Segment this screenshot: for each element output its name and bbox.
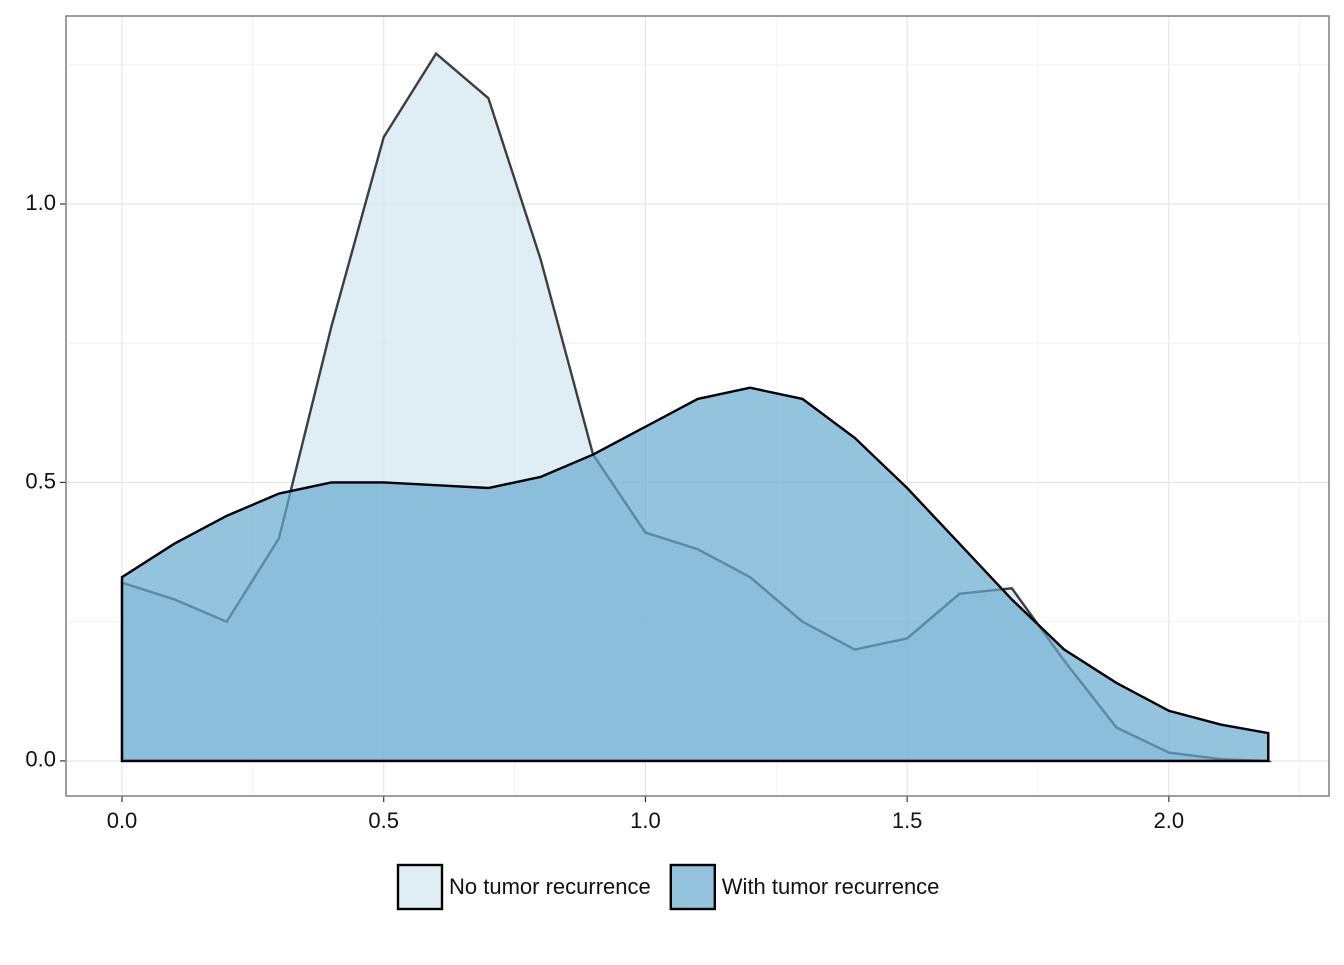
legend-label: No tumor recurrence — [449, 874, 651, 899]
x-tick-label: 1.0 — [630, 808, 661, 833]
x-tick-label: 1.5 — [892, 808, 923, 833]
x-tick-label: 2.0 — [1154, 808, 1185, 833]
plot-border — [65, 15, 1330, 797]
area-fill — [122, 387, 1269, 761]
legend-key — [396, 863, 444, 911]
legend-key — [669, 863, 716, 911]
legend-item: No tumor recurrence — [396, 863, 651, 911]
area-outline — [120, 386, 1270, 763]
y-tick-label: 0.0 — [25, 747, 56, 772]
legend-label: With tumor recurrence — [722, 874, 940, 899]
y-tick-label: 0.5 — [25, 468, 56, 493]
y-tick-label: 1.0 — [25, 190, 56, 215]
legend-item: With tumor recurrence — [669, 863, 940, 911]
x-tick-label: 0.0 — [107, 808, 138, 833]
x-tick-label: 0.5 — [368, 808, 399, 833]
